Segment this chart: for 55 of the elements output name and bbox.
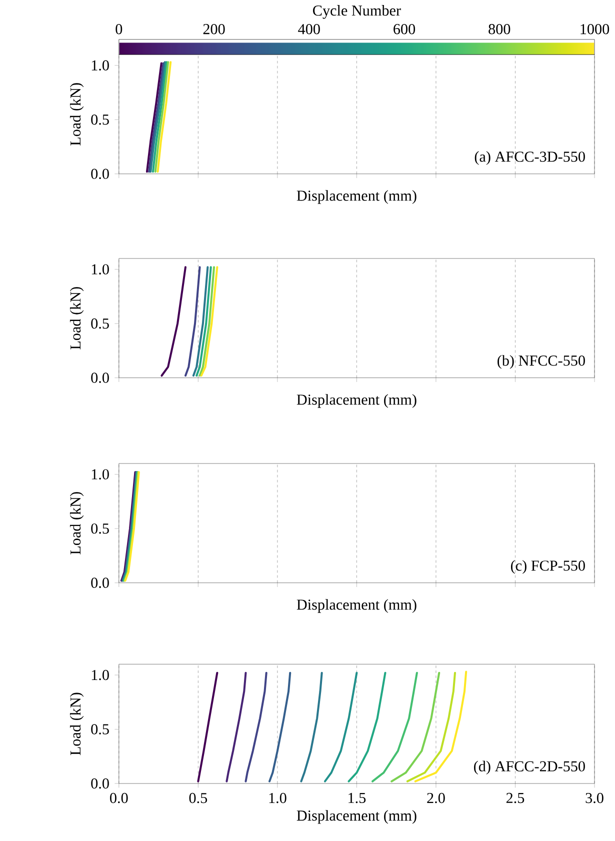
line-series [406, 672, 456, 782]
line-series [300, 672, 323, 782]
line-series [226, 672, 247, 782]
y-tick-label: 1.0 [92, 60, 110, 71]
x-tick-label: 2.5 [506, 792, 524, 804]
annotation: (a) AFCC-3D-550 [475, 151, 586, 165]
annotation: (d) AFCC-2D-550 [474, 760, 586, 774]
line-series [348, 672, 386, 782]
x-axis-title: Displacement (mm) [297, 810, 416, 824]
line-series [200, 266, 218, 377]
x-axis-title: Displacement (mm) [297, 599, 416, 613]
y-tick-label: 1.0 [92, 264, 110, 274]
x-tick-label: 1.0 [269, 792, 286, 804]
y-tick-label: 0.0 [91, 778, 110, 789]
x-tick-label: 0.5 [189, 792, 208, 804]
line-series [244, 672, 268, 782]
line-series [390, 672, 440, 782]
color-bar-label: 0 [116, 24, 122, 34]
y-tick-label: 0.0 [91, 578, 110, 588]
color-bar-title: Cycle Number [313, 5, 402, 19]
y-tick-label: 0.0 [91, 168, 110, 179]
x-tick-label: 0.0 [110, 792, 128, 804]
y-axis-title: Load (kN) [70, 492, 84, 554]
y-tick-label: 1.0 [92, 469, 110, 480]
y-tick-label: 0.5 [91, 523, 110, 534]
line-series [324, 672, 358, 782]
annotation: (c) FCP-550 [511, 560, 586, 574]
y-tick-label: 0.5 [91, 724, 110, 734]
line-series [268, 672, 292, 782]
color-bar-label: 1000 [580, 24, 610, 34]
line-series [414, 670, 468, 782]
y-tick-label: 1.0 [92, 670, 110, 680]
color-bar-label: 200 [204, 24, 225, 34]
line-series [192, 266, 209, 377]
x-tick-label: 1.5 [348, 792, 366, 804]
y-axis-title: Load (kN) [70, 692, 84, 756]
x-tick-label: 3.0 [586, 792, 604, 804]
line-series [160, 266, 187, 377]
y-tick-label: 0.5 [91, 114, 110, 125]
line-series [196, 266, 212, 377]
x-axis-title: Displacement (mm) [297, 394, 416, 408]
color-bar-label: 600 [394, 24, 416, 34]
line-series [198, 266, 216, 377]
line-series [372, 672, 418, 782]
line-series [184, 266, 201, 377]
color-bar-label: 800 [488, 24, 510, 34]
color-bar-label: 400 [298, 24, 320, 34]
y-axis-title: Load (kN) [70, 287, 84, 350]
y-tick-label: 0.5 [91, 318, 110, 329]
annotation: (b) NFCC-550 [498, 355, 586, 369]
x-axis-title: Displacement (mm) [297, 190, 416, 204]
line-series [197, 672, 218, 782]
x-tick-label: 2.0 [427, 792, 446, 804]
y-tick-label: 0.0 [91, 372, 110, 383]
y-axis-title: Load (kN) [70, 83, 84, 146]
